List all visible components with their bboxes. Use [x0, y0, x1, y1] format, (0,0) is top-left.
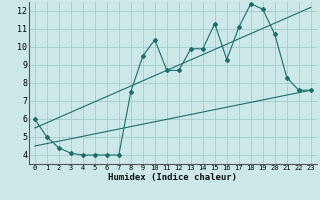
X-axis label: Humidex (Indice chaleur): Humidex (Indice chaleur) [108, 173, 237, 182]
